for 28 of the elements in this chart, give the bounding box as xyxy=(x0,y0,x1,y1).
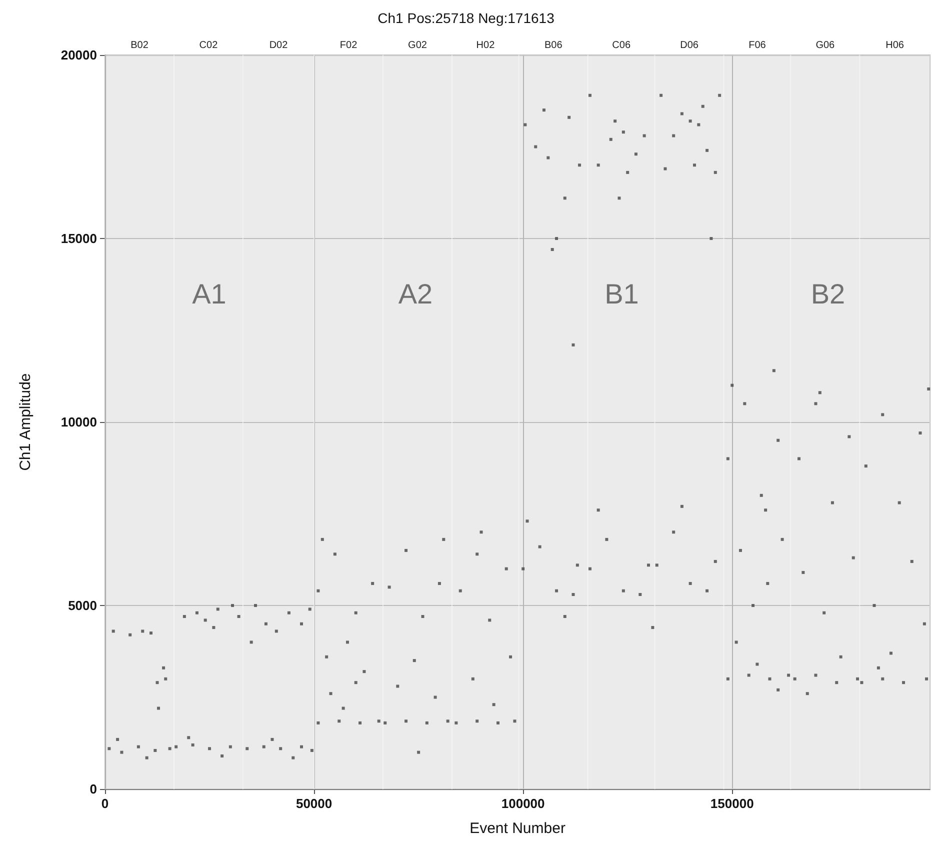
x-tick-label: 50000 xyxy=(296,796,332,811)
band-label: C02 xyxy=(199,40,218,51)
band-label: D06 xyxy=(680,40,699,51)
chart-title: Ch1 Pos:25718 Neg:171613 xyxy=(378,10,555,26)
x-tick-label: 150000 xyxy=(710,796,754,811)
annotation: A1 xyxy=(192,278,226,310)
annotation: B2 xyxy=(810,278,846,310)
y-tick-label: 10000 xyxy=(60,414,97,430)
band-label: G06 xyxy=(816,40,836,51)
y-axis-title: Ch1 Amplitude xyxy=(17,373,34,471)
band-label: H06 xyxy=(886,40,904,51)
band-label: F06 xyxy=(748,40,766,51)
y-tick-label: 5000 xyxy=(68,598,97,613)
band-label: B02 xyxy=(130,40,149,51)
x-tick-label: 0 xyxy=(101,796,109,811)
y-tick-label: 20000 xyxy=(60,48,97,62)
y-tick-label: 15000 xyxy=(60,231,97,246)
annotation: A2 xyxy=(398,278,433,310)
x-axis-title: Event Number xyxy=(470,820,566,837)
annotation: B1 xyxy=(604,278,639,310)
x-tick-label: 100000 xyxy=(501,796,545,811)
band-label: B06 xyxy=(544,40,563,51)
y-tick-label: 0 xyxy=(90,782,97,796)
band-label: G02 xyxy=(408,40,428,51)
band-label: H02 xyxy=(476,40,496,51)
band-label: F02 xyxy=(340,40,358,51)
band-label: D02 xyxy=(269,40,288,51)
band-label: C06 xyxy=(612,40,631,51)
